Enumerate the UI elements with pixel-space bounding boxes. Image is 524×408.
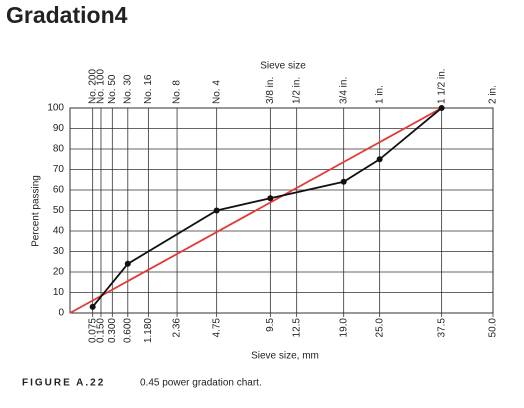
data-point [124,260,131,267]
data-point [438,105,445,111]
x-tick-label: 50.0 [488,318,499,338]
data-point [376,156,383,163]
top-tick-label: 3/8 in. [265,77,276,104]
top-tick-label: 1 1/2 in. [436,68,447,104]
y-tick-label: 60 [53,185,65,196]
caption: 0.45 power gradation chart. [140,378,262,389]
top-tick-label: 2 in. [488,85,499,104]
top-tick-label: 3/4 in. [338,77,349,104]
y-tick-label: 90 [53,123,65,134]
top-tick-label: No. 30 [122,74,133,104]
x-tick-label: 2.36 [172,318,183,338]
x-tick-label: 1.180 [143,318,154,343]
x-tick-label: 0.075 [87,318,98,343]
x-tick-label: 0.600 [122,318,133,343]
top-tick-label: No. 8 [172,80,183,104]
top-tick-label: 1 in. [374,85,385,104]
data-point [267,195,274,202]
top-tick-label: 1/2 in. [291,77,302,104]
x-tick-label: 37.5 [436,318,447,338]
y-tick-label: 40 [53,226,65,237]
x-tick-label: 0.300 [107,318,118,343]
top-tick-label: No. 200 [87,69,98,104]
page-title: Gradation4 [6,2,128,28]
top-axis-title: Sieve size [260,61,306,72]
data-point [340,178,347,185]
top-tick-label: No. 100 [96,69,107,104]
y-tick-label: 70 [53,164,65,175]
x-tick-label: 19.0 [338,318,349,338]
y-tick-label: 100 [47,103,64,114]
top-tick-label: No. 50 [107,74,118,104]
y-tick-label: 80 [53,144,65,155]
series-line [69,107,443,314]
data-point [213,207,220,214]
x-axis-title: Sieve size, mm [251,351,319,362]
x-tick-label: 12.5 [291,318,302,338]
y-tick-label: 0 [58,308,64,319]
x-tick-label: 0.150 [96,318,107,343]
x-tick-label: 25.0 [374,318,385,338]
top-tick-label: No. 4 [211,80,222,104]
chart-frame [4,40,520,404]
x-tick-label: 9.5 [265,318,276,332]
y-tick-label: 50 [53,205,65,216]
caption-label: FIGURE A.22 [22,378,105,389]
y-axis-title: Percent passing [31,175,42,247]
y-tick-label: 30 [53,246,65,257]
x-tick-label: 4.75 [211,318,222,338]
y-tick-label: 10 [53,287,65,298]
data-point [89,303,96,310]
y-tick-label: 20 [53,267,65,278]
top-tick-label: No. 16 [143,74,154,104]
